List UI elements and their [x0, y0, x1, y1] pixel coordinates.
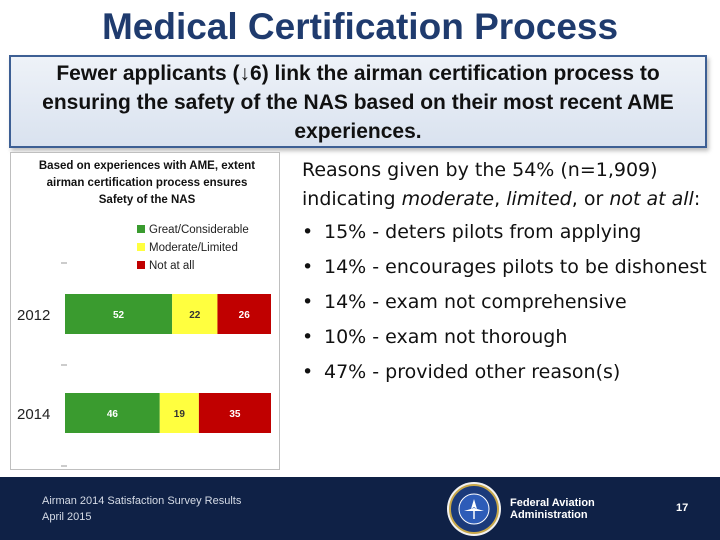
list-item: • 47% - provided other reason(s): [302, 358, 707, 387]
data-label: 19: [174, 409, 186, 420]
footer-line1: Airman 2014 Satisfaction Survey Results: [42, 495, 242, 507]
legend-swatch: [137, 261, 145, 269]
subtitle-text-start: Fewer applicants (: [56, 62, 240, 85]
legend-swatch: [137, 243, 145, 251]
page-title: Medical Certification Process: [101, 6, 619, 47]
reason-text: 14% - exam not comprehensive: [324, 291, 627, 313]
data-label: 22: [189, 310, 201, 321]
chart-title-line: airman certification process ensures: [47, 177, 248, 189]
subtitle-text-end: 6) link the airman certification process…: [42, 62, 674, 143]
reason-text: 10% - exam not thorough: [324, 326, 568, 348]
reasons-intro-limited: limited: [506, 188, 572, 210]
bar-segment: [159, 393, 199, 433]
reasons-panel: Reasons given by the 54% (n=1,909) indic…: [302, 156, 707, 393]
bullet-icon: •: [302, 361, 314, 383]
chart-title-line: Safety of the NAS: [99, 194, 196, 206]
list-item: • 10% - exam not thorough: [302, 323, 707, 352]
chart-title-line: Based on experiences with AME, extent: [39, 160, 255, 172]
reasons-intro-end: :: [693, 188, 701, 210]
list-item: • 14% - encourages pilots to be dishonest: [302, 253, 707, 282]
bar-segment: [65, 294, 173, 334]
data-label: 26: [239, 310, 251, 321]
legend-label: Great/Considerable: [149, 224, 249, 236]
list-item: • 15% - deters pilots from applying: [302, 218, 707, 247]
bar-segment: [198, 393, 271, 433]
category-label: 2014: [17, 406, 50, 423]
reasons-intro-sep2: , or: [571, 188, 610, 210]
list-item: • 14% - exam not comprehensive: [302, 288, 707, 317]
reasons-list: • 15% - deters pilots from applying • 14% …: [302, 218, 707, 387]
legend-label: Moderate/Limited: [149, 242, 238, 254]
bullet-icon: •: [302, 291, 314, 313]
page-number: 17: [676, 502, 689, 514]
subtitle: Fewer applicants (↓6) link the airman ce…: [11, 59, 705, 146]
footer-bar: Airman 2014 Satisfaction Survey Results …: [0, 477, 720, 540]
bullet-icon: •: [302, 256, 314, 278]
reasons-intro-not-at-all: not at all: [609, 188, 694, 210]
legend-swatch: [137, 225, 145, 233]
reasons-intro: Reasons given by the 54% (n=1,909) indic…: [302, 156, 707, 214]
faa-name-line1: Federal Aviation: [510, 497, 595, 509]
bar-segment: [65, 393, 160, 433]
reason-text: 14% - encourages pilots to be dishonest: [324, 256, 707, 278]
reason-text: 15% - deters pilots from applying: [324, 221, 642, 243]
legend-label: Not at all: [149, 260, 194, 272]
faa-seal-icon: [447, 482, 501, 536]
down-arrow-icon: ↓: [239, 62, 251, 85]
data-label: 35: [229, 409, 241, 420]
reasons-intro-moderate: moderate: [401, 188, 495, 210]
chart-frame: Based on experiences with AME, extent air…: [10, 152, 280, 470]
data-label: 52: [113, 310, 125, 321]
bar-segment: [172, 294, 218, 334]
category-label: 2012: [17, 307, 50, 324]
reason-text: 47% - provided other reason(s): [324, 361, 621, 383]
reasons-intro-text: Reasons given by the 54% (n=1,909) indic…: [302, 159, 658, 210]
bullet-icon: •: [302, 326, 314, 348]
footer-caption: Airman 2014 Satisfaction Survey Results …: [42, 493, 241, 525]
data-label: 46: [107, 409, 119, 420]
footer-line2: April 2015: [42, 511, 92, 523]
bullet-icon: •: [302, 221, 314, 243]
stacked-bar-chart: Based on experiences with AME, extent air…: [17, 160, 271, 467]
subtitle-box: Fewer applicants (↓6) link the airman ce…: [9, 55, 707, 148]
bar-segment: [217, 294, 271, 334]
faa-name: Federal Aviation Administration: [510, 497, 595, 521]
reasons-intro-sep1: ,: [494, 188, 507, 210]
faa-name-line2: Administration: [510, 509, 588, 521]
